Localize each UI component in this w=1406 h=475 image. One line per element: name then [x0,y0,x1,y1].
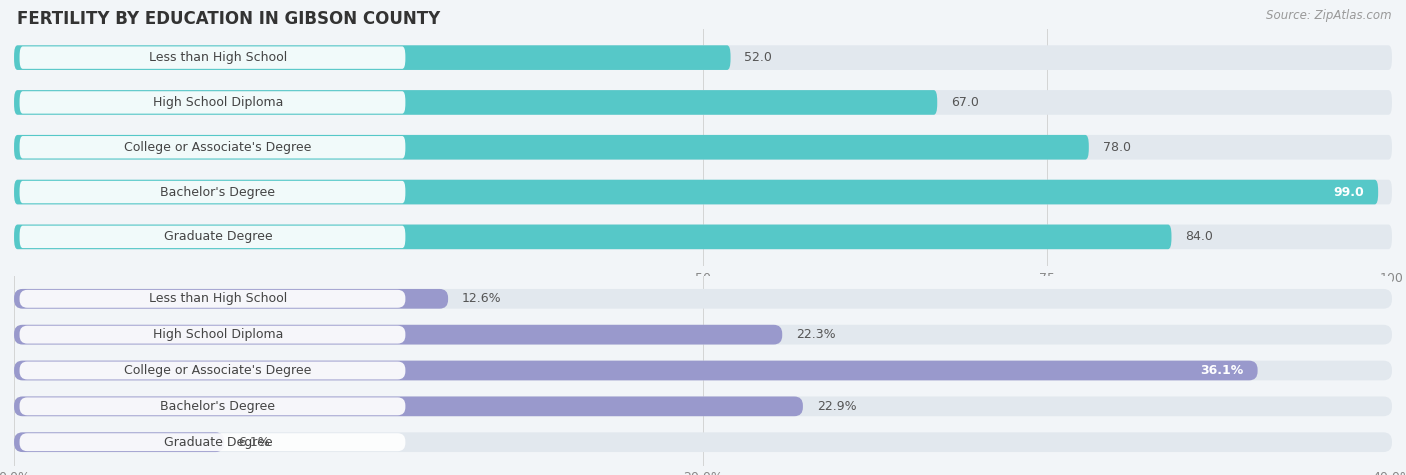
FancyBboxPatch shape [14,90,1392,115]
FancyBboxPatch shape [20,136,405,159]
Text: College or Associate's Degree: College or Associate's Degree [124,364,312,377]
FancyBboxPatch shape [20,47,405,69]
Text: FERTILITY BY EDUCATION IN GIBSON COUNTY: FERTILITY BY EDUCATION IN GIBSON COUNTY [17,10,440,28]
FancyBboxPatch shape [14,289,1392,309]
Text: 84.0: 84.0 [1185,230,1213,243]
FancyBboxPatch shape [14,225,1392,249]
FancyBboxPatch shape [14,180,1378,204]
FancyBboxPatch shape [14,180,1392,204]
FancyBboxPatch shape [14,361,1257,380]
Text: 99.0: 99.0 [1334,186,1364,199]
FancyBboxPatch shape [14,325,1392,344]
FancyBboxPatch shape [20,91,405,114]
Text: 22.3%: 22.3% [796,328,835,341]
Text: 6.1%: 6.1% [238,436,270,449]
Text: Bachelor's Degree: Bachelor's Degree [160,186,276,199]
FancyBboxPatch shape [14,135,1392,160]
FancyBboxPatch shape [14,325,782,344]
FancyBboxPatch shape [20,398,405,415]
Text: 52.0: 52.0 [744,51,772,64]
Text: College or Associate's Degree: College or Associate's Degree [124,141,312,154]
Text: High School Diploma: High School Diploma [153,328,283,341]
Text: 22.9%: 22.9% [817,400,856,413]
Text: High School Diploma: High School Diploma [153,96,283,109]
FancyBboxPatch shape [14,45,1392,70]
FancyBboxPatch shape [14,361,1392,380]
FancyBboxPatch shape [14,397,1392,416]
FancyBboxPatch shape [20,361,405,380]
FancyBboxPatch shape [14,90,938,115]
Text: 12.6%: 12.6% [463,292,502,305]
FancyBboxPatch shape [14,397,803,416]
Text: Less than High School: Less than High School [149,292,287,305]
Text: Graduate Degree: Graduate Degree [163,230,273,243]
FancyBboxPatch shape [14,432,224,452]
FancyBboxPatch shape [20,290,405,308]
FancyBboxPatch shape [14,289,449,309]
Text: 78.0: 78.0 [1102,141,1130,154]
FancyBboxPatch shape [14,135,1088,160]
Text: Less than High School: Less than High School [149,51,287,64]
FancyBboxPatch shape [20,226,405,248]
FancyBboxPatch shape [14,45,731,70]
FancyBboxPatch shape [14,225,1171,249]
Text: Source: ZipAtlas.com: Source: ZipAtlas.com [1267,10,1392,22]
Text: 36.1%: 36.1% [1201,364,1244,377]
Text: Graduate Degree: Graduate Degree [163,436,273,449]
FancyBboxPatch shape [14,432,1392,452]
FancyBboxPatch shape [20,433,405,451]
Text: Bachelor's Degree: Bachelor's Degree [160,400,276,413]
FancyBboxPatch shape [20,326,405,343]
Text: 67.0: 67.0 [950,96,979,109]
FancyBboxPatch shape [20,181,405,203]
